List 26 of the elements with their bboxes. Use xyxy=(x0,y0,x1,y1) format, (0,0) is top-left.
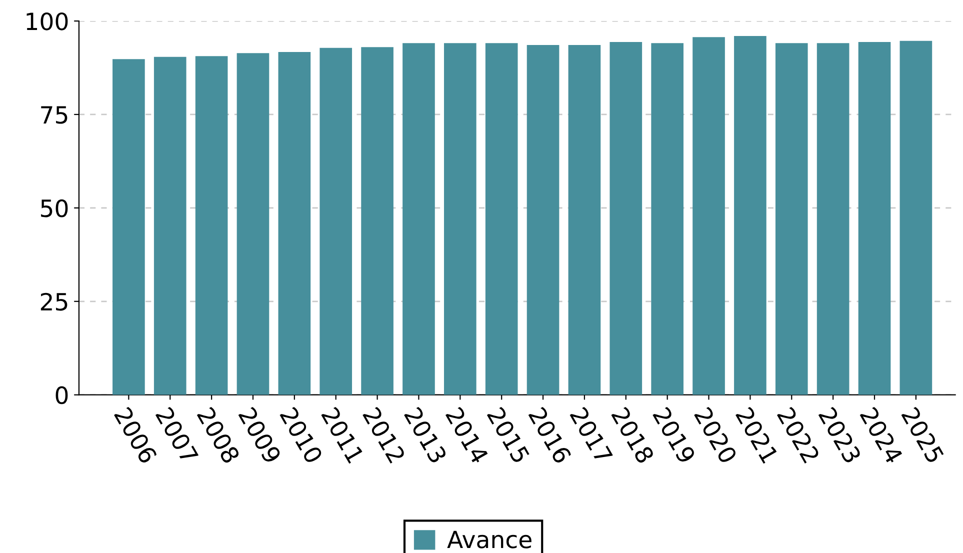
legend-label: Avance xyxy=(447,530,532,548)
bar xyxy=(526,44,560,395)
bar xyxy=(154,56,186,395)
bar xyxy=(816,43,850,395)
bar xyxy=(236,53,270,395)
bar xyxy=(444,43,476,395)
bar xyxy=(651,43,684,395)
bar xyxy=(610,42,642,395)
bar xyxy=(278,52,311,395)
bar xyxy=(858,42,891,395)
bar xyxy=(402,43,435,395)
bar xyxy=(195,56,228,395)
y-tick-label: 100 xyxy=(26,12,68,30)
bar xyxy=(900,40,932,395)
bar xyxy=(734,36,766,395)
y-tick-label: 75 xyxy=(41,106,68,124)
bar xyxy=(775,43,808,395)
bar xyxy=(485,43,518,395)
bar xyxy=(568,44,601,395)
y-tick-label: 50 xyxy=(41,199,68,218)
y-tick-label: 0 xyxy=(56,386,68,404)
bar xyxy=(692,37,725,395)
bar xyxy=(361,47,394,395)
bar xyxy=(112,59,145,395)
y-tick-label: 25 xyxy=(40,292,68,311)
bar xyxy=(320,48,352,395)
